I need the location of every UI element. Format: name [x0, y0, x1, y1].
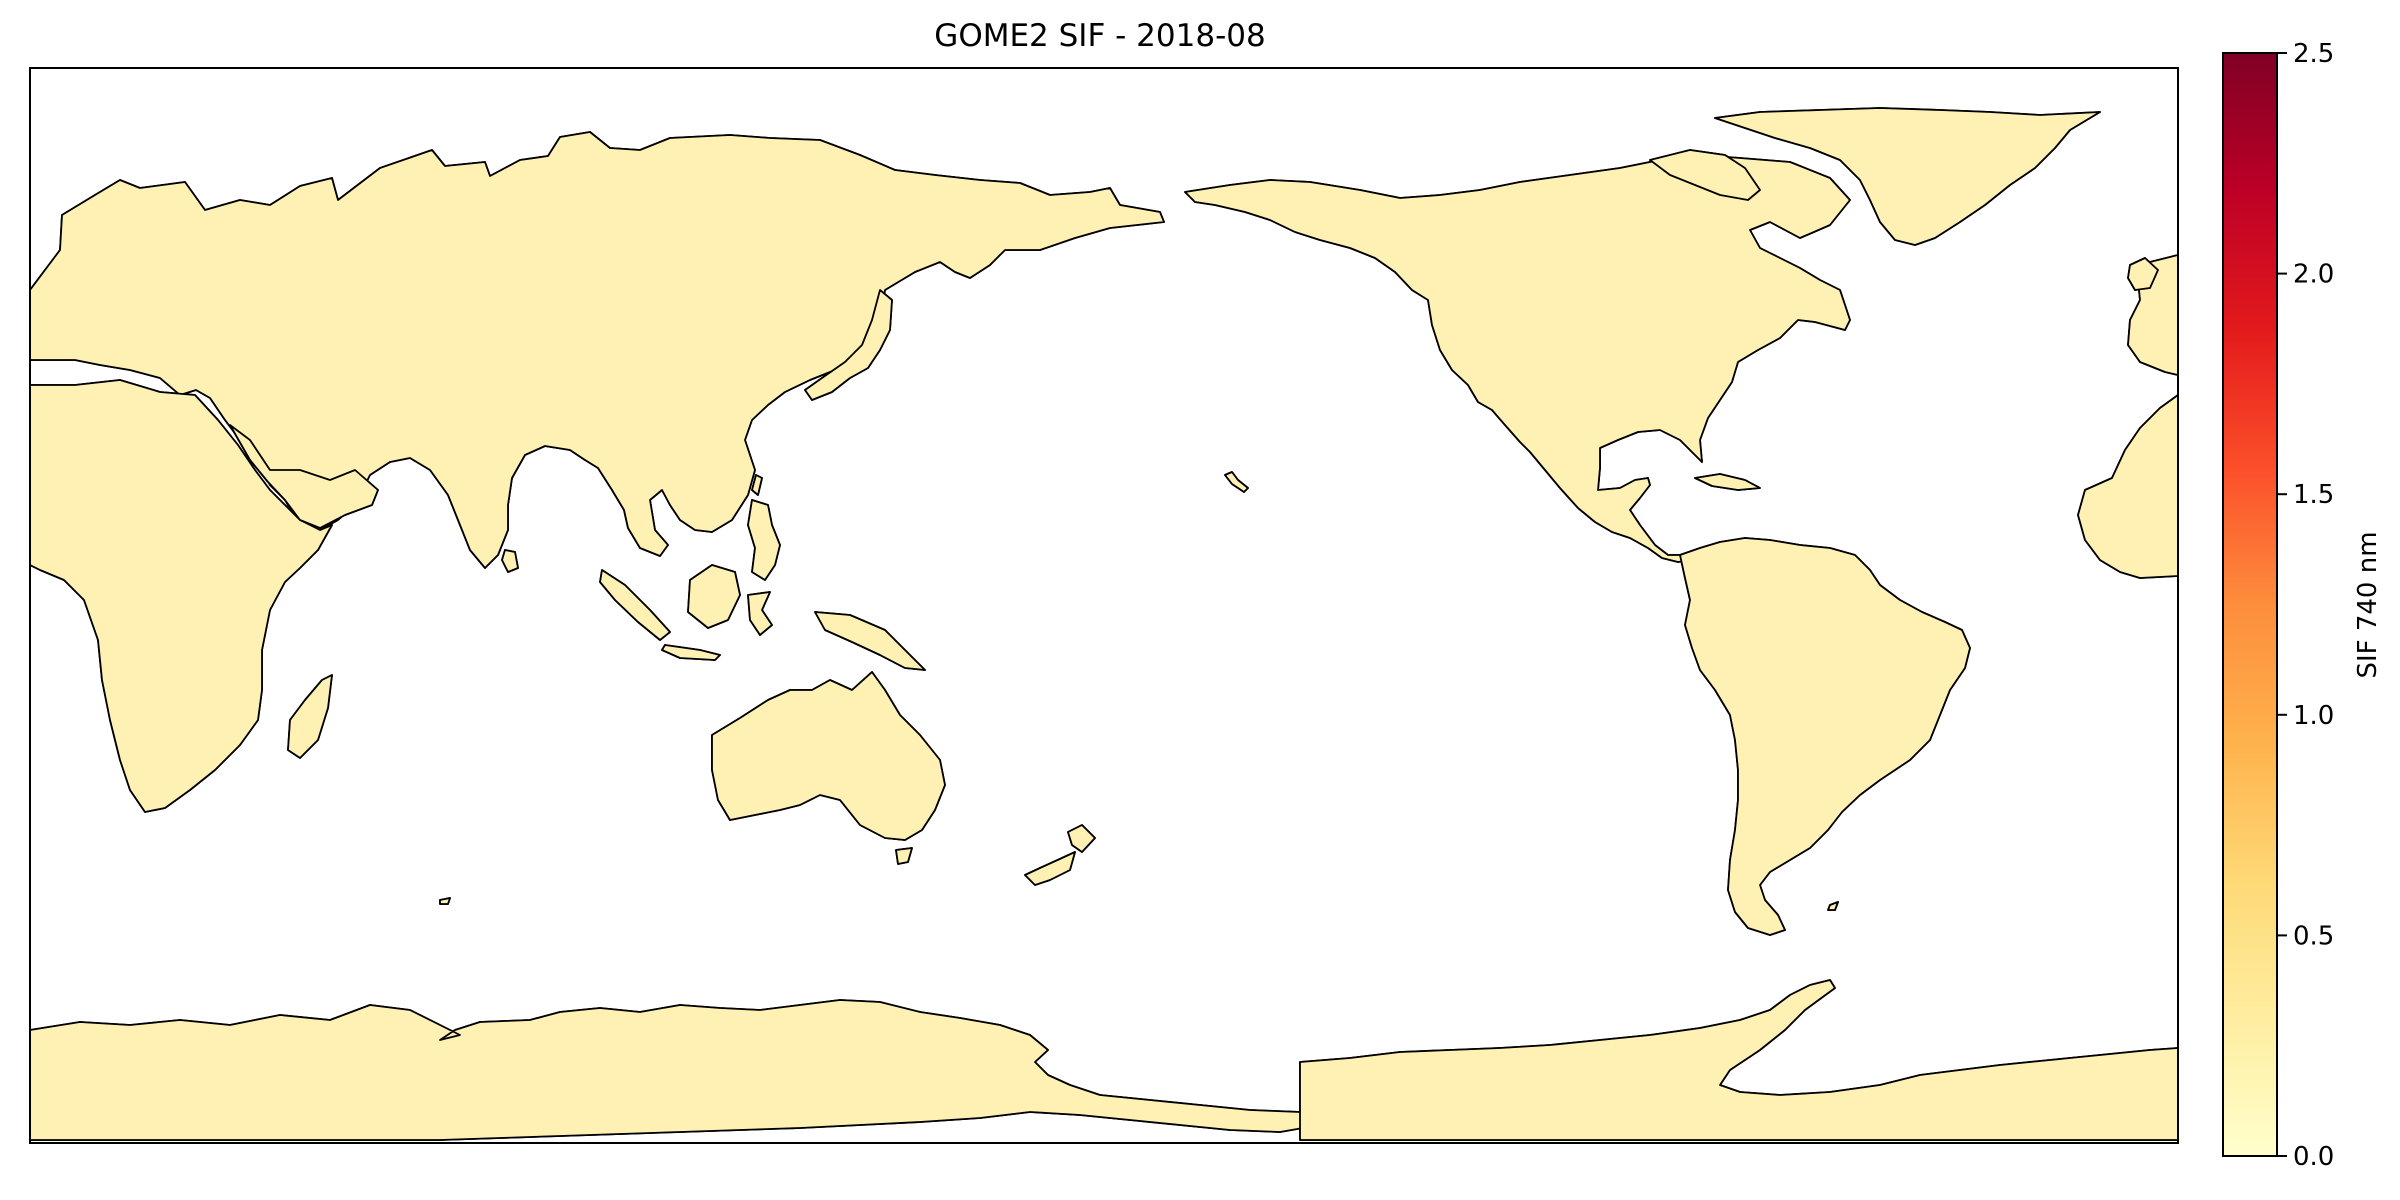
colorbar-tick-label: 2.5: [2293, 39, 2334, 69]
figure-title: GOME2 SIF - 2018-08: [934, 18, 1266, 54]
colorbar-tick-label: 1.0: [2293, 701, 2334, 731]
map-panel: [30, 68, 2178, 1143]
colorbar-tick-label: 1.5: [2293, 480, 2334, 510]
colorbar-label: SIF 740 nm: [2353, 531, 2383, 678]
colorbar-ticks: 0.0 0.5 1.0 1.5 2.0 2.5: [2277, 39, 2334, 1172]
map-frame: [29, 67, 2179, 1144]
colorbar: 0.0 0.5 1.0 1.5 2.0 2.5 SIF 740 nm: [2222, 39, 2383, 1172]
colorbar-tick-label: 2.0: [2293, 260, 2334, 290]
colorbar-tick-label: 0.0: [2293, 1142, 2334, 1172]
colorbar-scale: [2222, 52, 2278, 1157]
colorbar-tick-label: 0.5: [2293, 921, 2334, 951]
